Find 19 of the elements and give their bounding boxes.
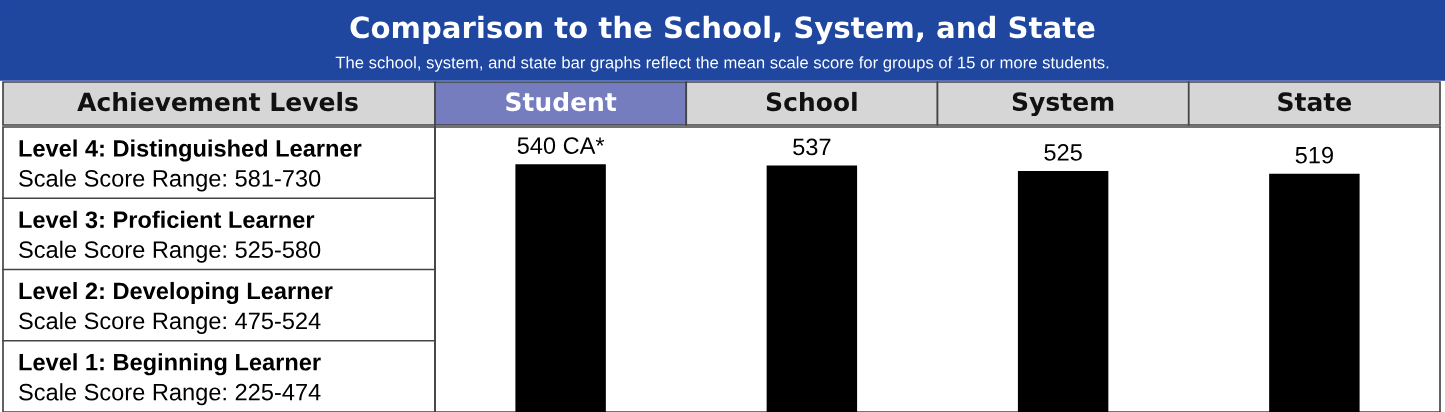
data-label: 519: [1295, 146, 1333, 164]
x-tick-label: State: [1278, 92, 1352, 112]
data-label: 537: [793, 138, 831, 156]
x-tick-label: Student: [506, 91, 617, 112]
text: Achievement Levels: [77, 91, 358, 112]
text: Scale Score Range: 225-474: [19, 383, 321, 406]
text: Scale Score Range: 475-524: [19, 311, 321, 334]
x-tick-label: System: [1012, 92, 1114, 117]
data-label: 525: [1044, 144, 1082, 161]
x-tick-label: School: [766, 91, 857, 112]
text: Scale Score Range: 525-580: [19, 240, 321, 263]
chart-title: Comparison to the School, System, and State: [350, 15, 1095, 45]
text: Level 2: Developing Learner: [19, 281, 333, 305]
data-label: 540 CA*: [517, 137, 605, 154]
text: Level 3: Proficient Learner: [19, 210, 315, 229]
text: Scale Score Range: 581-730: [19, 169, 321, 192]
chart-subtitle: The school, system, and state bar graphs reflect the mean scale score for groups of 15 or more students.: [335, 56, 1109, 72]
text: Level 1: Beginning Learner: [19, 353, 321, 376]
text: Level 4: Distinguished Learner: [19, 139, 362, 162]
